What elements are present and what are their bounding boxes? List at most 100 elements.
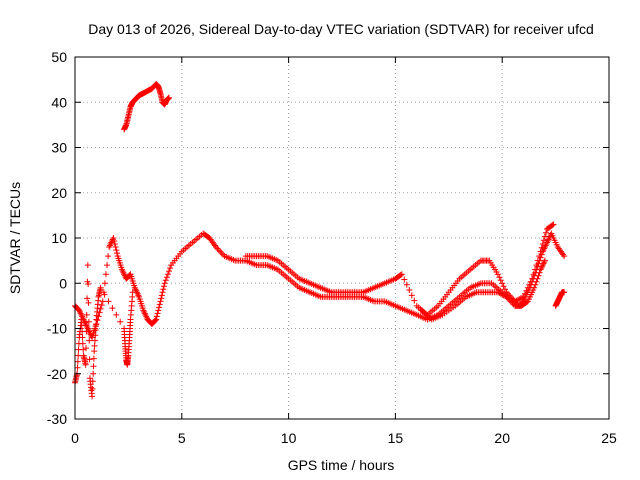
data-point [165,94,172,101]
data-point [499,280,506,287]
data-point [90,370,97,377]
data-point [156,301,163,308]
data-point [110,235,117,241]
series-early-spikes [72,262,136,400]
data-point [109,305,116,312]
data-point [164,271,171,278]
data-point [102,271,109,278]
data-point [497,277,504,284]
data-point [519,294,526,301]
data-point [111,238,118,245]
data-points [72,81,568,400]
data-point [530,271,537,278]
data-point [98,302,105,309]
series-high-arc [121,81,172,133]
data-point [561,289,568,296]
data-point [538,244,545,251]
data-point [520,293,527,300]
data-point [537,248,544,255]
data-point [113,311,120,318]
data-point [160,286,167,293]
data-point [217,248,224,255]
data-point [161,283,167,290]
data-point [535,272,542,279]
data-point [521,290,528,297]
data-point [117,318,124,325]
data-point [158,292,165,299]
y-tick-label: -10 [47,321,67,337]
data-point [86,356,93,363]
data-point [104,262,111,269]
tick-marks [74,56,610,420]
data-point [165,268,172,275]
data-point [536,253,543,260]
data-point [534,257,541,264]
x-tick-label: 10 [281,430,297,446]
data-point [218,250,225,257]
data-point [408,292,415,299]
data-point [78,322,85,329]
data-point [84,262,91,269]
data-point [158,295,165,302]
data-point [79,340,86,347]
data-point [129,289,136,296]
data-point [92,327,99,334]
data-point [105,253,112,260]
data-point [91,337,98,344]
data-point [82,361,89,368]
data-point [502,286,509,293]
series-main [72,230,568,341]
data-point [398,271,405,278]
data-point [101,280,108,287]
data-point [550,221,557,228]
data-point [157,298,164,305]
data-point [112,244,119,251]
data-point [89,378,96,385]
data-point [167,265,174,272]
data-point [83,328,90,335]
data-point [496,274,503,281]
y-tick-label: 30 [51,140,67,156]
grid [75,57,609,419]
data-point [539,241,546,248]
data-point [105,298,112,305]
data-point [159,289,166,296]
x-tick-label: 5 [178,430,186,446]
data-point [527,278,534,285]
data-point [89,385,96,392]
data-point [561,253,568,260]
data-point [549,222,556,229]
data-point [79,334,86,341]
y-tick-label: 0 [59,275,67,291]
data-point [114,250,121,257]
data-point [397,271,404,278]
y-tick-label: 20 [51,185,67,201]
data-point [542,229,549,236]
y-axis-label: SDTVAR / TECUs [7,182,23,294]
data-point [523,299,530,306]
data-point [533,262,540,269]
y-tick-label: 40 [51,94,67,110]
x-tick-label: 20 [494,430,510,446]
data-point [533,278,540,285]
data-point [90,355,97,362]
data-point [89,393,96,400]
data-point [523,287,530,294]
data-point [531,266,538,273]
data-point [94,317,101,324]
data-point [90,363,97,370]
chart-title: Day 013 of 2026, Sidereal Day-to-day VTE… [88,21,594,37]
data-point [494,271,501,278]
data-point [537,254,544,261]
data-point [534,275,541,282]
data-point [101,291,108,298]
data-point [92,332,99,339]
y-tick-label: 50 [51,49,67,65]
data-point [152,317,159,324]
data-point [91,348,98,355]
data-point [113,247,120,254]
data-point [74,358,81,365]
data-point [524,284,531,291]
x-axis-label: GPS time / hours [288,457,395,473]
data-point [85,281,92,288]
